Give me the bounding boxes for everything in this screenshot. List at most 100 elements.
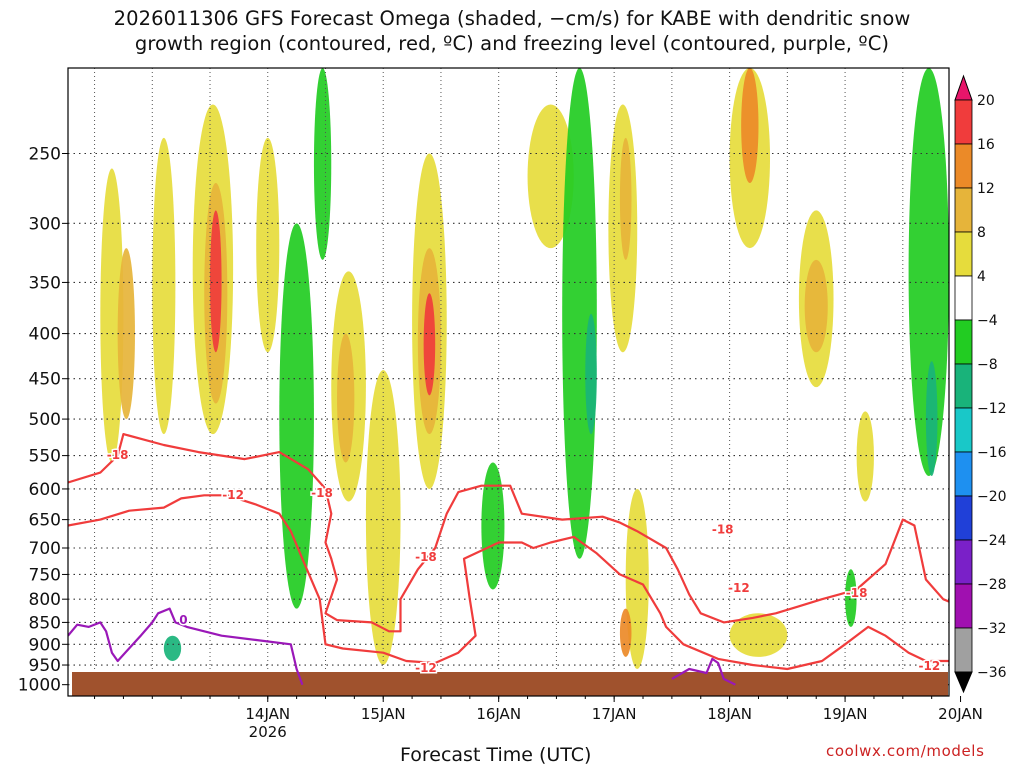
y-tick-label: 550 xyxy=(29,447,61,467)
temperature-contour-layer: -18-12-18-18-12-18-12-18-12-180 xyxy=(68,433,949,686)
y-tick-label: 450 xyxy=(29,370,61,390)
y-tick-label: 400 xyxy=(29,325,61,345)
colorbar-bin xyxy=(954,99,973,145)
contour-minus12 xyxy=(68,494,949,671)
contour-label: -18 xyxy=(846,586,868,600)
chart-title: 2026011306 GFS Forecast Omega (shaded, −… xyxy=(0,6,1024,56)
colorbar-label: 20 xyxy=(977,93,995,109)
colorbar-bin xyxy=(954,407,973,453)
omega-region xyxy=(845,569,857,627)
colorbar: 20 16 12 8 4 −4 −8 −12 −16 −20 −24 −28 −32 −36 xyxy=(954,74,1007,694)
omega-region xyxy=(152,137,176,435)
colorbar-label: 16 xyxy=(977,137,995,153)
x-tick-label: 15JAN xyxy=(361,705,406,723)
omega-region xyxy=(856,411,874,502)
credit-link[interactable]: coolwx.com/models xyxy=(826,742,985,760)
chart-title-line-2: growth region (contoured, red, ºC) and f… xyxy=(134,32,890,55)
omega-region xyxy=(908,68,949,476)
colorbar-label: −12 xyxy=(977,401,1007,417)
y-tick-label: 600 xyxy=(29,480,61,500)
contour-label: -18 xyxy=(415,550,437,564)
colorbar-label: 4 xyxy=(977,269,986,285)
grid-layer xyxy=(68,68,949,696)
omega-region xyxy=(279,223,314,609)
colorbar-bin xyxy=(954,275,973,321)
omega-region xyxy=(481,462,505,590)
omega-region xyxy=(619,137,632,260)
contour-label: -12 xyxy=(415,661,437,675)
y-tick-label: 650 xyxy=(29,511,61,531)
x-tick-label: 16JAN xyxy=(476,705,521,723)
plot-frame xyxy=(67,67,950,697)
contour-label: -12 xyxy=(222,488,244,502)
colorbar-bin xyxy=(954,231,973,277)
contour-label: -18 xyxy=(311,486,333,500)
x-tick-label: 19JAN xyxy=(823,705,868,723)
omega-shading-layer xyxy=(100,68,949,670)
x-axis-label: Forecast Time (UTC) xyxy=(400,744,592,766)
colorbar-label: −28 xyxy=(977,577,1007,593)
colorbar-label: −16 xyxy=(977,445,1007,461)
omega-region xyxy=(527,104,574,249)
colorbar-bottom-arrow xyxy=(954,671,973,694)
omega-region xyxy=(562,68,597,559)
contour-label: -18 xyxy=(107,448,129,462)
colorbar-label: 8 xyxy=(977,225,986,241)
contour-freezing-level xyxy=(68,607,304,686)
omega-region xyxy=(729,613,788,657)
omega-region xyxy=(210,210,222,353)
omega-region xyxy=(117,248,135,420)
omega-region xyxy=(365,370,401,666)
chart-title-line-1: 2026011306 GFS Forecast Omega (shaded, −… xyxy=(113,7,911,30)
omega-region xyxy=(741,68,759,183)
y-tick-label: 300 xyxy=(29,214,61,234)
x-tick-label: 18JAN xyxy=(707,705,752,723)
colorbar-bin xyxy=(954,363,973,409)
x-tick-label: 14JAN xyxy=(245,705,290,723)
colorbar-bin xyxy=(954,187,973,233)
y-tick-label: 1000 xyxy=(18,676,61,696)
contour-minus18 xyxy=(68,433,949,633)
omega-region xyxy=(585,313,597,435)
colorbar-label: −36 xyxy=(977,665,1007,681)
y-tick-label: 900 xyxy=(29,635,61,655)
colorbar-label: −4 xyxy=(977,313,998,329)
x-tick-label: 20JAN xyxy=(938,705,983,723)
colorbar-label: −8 xyxy=(977,357,998,373)
colorbar-bin xyxy=(954,143,973,189)
omega-region xyxy=(163,635,182,661)
y-tick-label: 700 xyxy=(29,539,61,559)
contour-freezing-level xyxy=(671,657,736,686)
colorbar-bin xyxy=(954,583,973,629)
axis-layer: 2503003504004505005506006507007508008509… xyxy=(18,144,983,741)
colorbar-label: −32 xyxy=(977,621,1007,637)
y-tick-label: 250 xyxy=(29,144,61,164)
y-tick-label: 850 xyxy=(29,613,61,633)
colorbar-label: −20 xyxy=(977,489,1007,505)
omega-region xyxy=(619,608,632,657)
colorbar-bin xyxy=(954,539,973,585)
omega-region xyxy=(313,68,332,260)
colorbar-bin xyxy=(954,451,973,497)
colorbar-top-arrow xyxy=(954,74,973,101)
contour-label: 0 xyxy=(179,613,187,627)
contour-label: -12 xyxy=(919,659,941,673)
y-tick-label: 500 xyxy=(29,410,61,430)
y-tick-label: 750 xyxy=(29,565,61,585)
y-tick-label: 350 xyxy=(29,273,61,293)
contour-label: -12 xyxy=(728,581,750,595)
ground-surface xyxy=(72,672,948,696)
colorbar-bin xyxy=(954,495,973,541)
y-tick-label: 950 xyxy=(29,656,61,676)
omega-region xyxy=(100,168,124,463)
colorbar-label: −24 xyxy=(977,533,1007,549)
colorbar-label: 12 xyxy=(977,181,995,197)
omega-region xyxy=(423,293,436,396)
x-tick-label: 17JAN xyxy=(592,705,637,723)
colorbar-bin xyxy=(954,627,973,673)
omega-region xyxy=(804,259,828,353)
x-tick-sublabel: 2026 xyxy=(249,723,287,741)
contour-label: -18 xyxy=(712,522,734,536)
colorbar-bin xyxy=(954,319,973,365)
